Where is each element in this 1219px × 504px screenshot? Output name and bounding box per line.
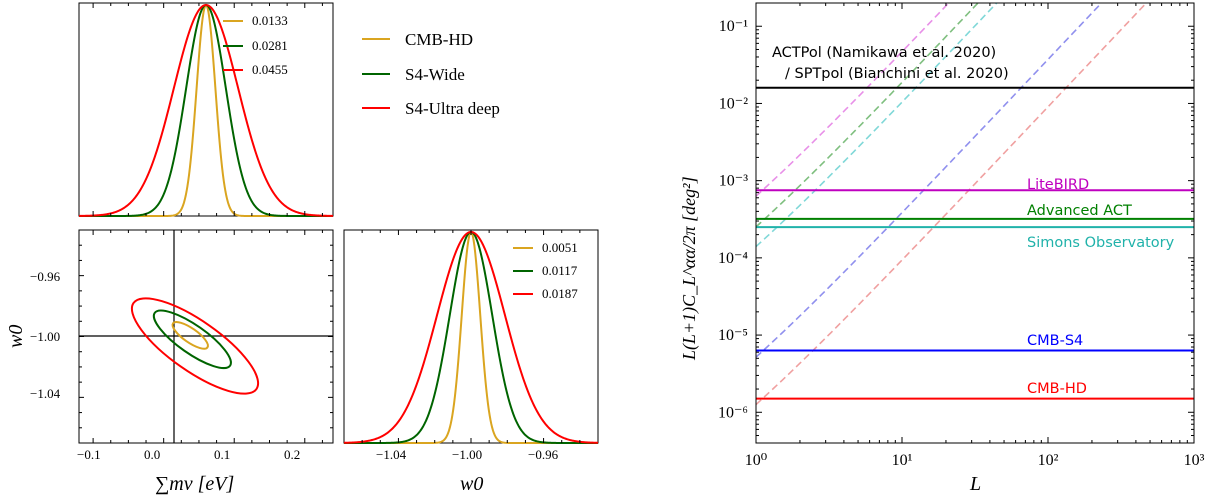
x-tick-label: 0.1 <box>214 447 230 462</box>
panel-frame <box>343 229 599 444</box>
tick-labels: 10⁰ 10¹ 10² 10³ 10⁻⁶ 10⁻⁵ 10⁻⁴ 10⁻³ 10⁻² 10⁻¹ <box>718 18 1205 469</box>
contour-s4-ultra <box>130 297 260 395</box>
panel-w0-1d: 0.0051 0.0117 0.0187 −1.04 −1.00 −0.96 w… <box>343 229 599 495</box>
x-tick-label: −0.1 <box>77 447 101 462</box>
legend-label: 0.0455 <box>252 62 288 77</box>
panel-sum-mnu-1d: 0.0133 0.0281 0.0455 <box>78 2 334 217</box>
tick-marks <box>361 230 581 443</box>
posterior-curve <box>79 3 333 217</box>
y-tick-label: −1.04 <box>30 386 61 401</box>
legend-label: 0.0117 <box>542 263 578 278</box>
legend-label: 0.0187 <box>542 286 578 301</box>
y-axis-label: L(L+1)C_L^αα/2π [deg²] <box>679 176 700 361</box>
y-tick-label: 10⁻¹ <box>719 18 748 35</box>
legend-label: 0.0133 <box>252 13 288 28</box>
x-tick-label: −1.00 <box>452 447 482 462</box>
x-tick-label: 0.2 <box>284 447 300 462</box>
legend-sum-mnu: 0.0133 0.0281 0.0455 <box>223 13 288 77</box>
tick-marks <box>755 2 1195 444</box>
x-tick-label: 10⁰ <box>745 452 767 469</box>
tick-marks <box>79 230 333 443</box>
panel-frame <box>78 2 334 217</box>
line-label-sptpol: / SPTpol (Bianchini et al. 2020) <box>785 66 1009 82</box>
line-label-cmb-s4: CMB-S4 <box>1027 333 1083 349</box>
dashed-curve <box>756 3 1148 406</box>
x-tick-label: 10³ <box>1184 452 1205 469</box>
x-tick-label: 10² <box>1038 452 1059 469</box>
x-tick-label: −0.96 <box>528 447 559 462</box>
x-axis-label: ∑mν [eV] <box>155 473 234 495</box>
legend-label: 0.0281 <box>252 38 288 53</box>
contours <box>130 297 260 395</box>
legend-w0: 0.0051 0.0117 0.0187 <box>513 240 578 301</box>
line-label-advanced-act: Advanced ACT <box>1027 203 1132 219</box>
x-tick-label: −1.04 <box>376 447 407 462</box>
y-tick-label: −0.96 <box>30 269 61 284</box>
y-tick-label: 10⁻⁶ <box>718 404 748 421</box>
y-tick-label: 10⁻⁴ <box>718 250 748 267</box>
x-tick-label: 0.0 <box>144 447 160 462</box>
y-tick-label: −1.00 <box>30 329 60 344</box>
x-axis-label: L <box>969 473 981 495</box>
panel-frame <box>755 2 1195 444</box>
line-label-cmb-hd: CMB-HD <box>1027 381 1087 397</box>
legend-label: 0.0051 <box>542 240 578 255</box>
legend-label-s4-ultra: S4-Ultra deep <box>405 99 500 118</box>
posterior-curve <box>79 3 333 217</box>
legend-label-cmb-hd: CMB-HD <box>405 30 473 49</box>
dashed-curve <box>756 3 980 228</box>
line-label-simons-observatory: Simons Observatory <box>1027 235 1175 251</box>
posterior-curves <box>78 3 334 217</box>
noise-lines <box>756 86 1194 400</box>
y-tick-label: 10⁻² <box>719 95 748 112</box>
posterior-curve <box>78 3 334 217</box>
dashed-curve <box>756 3 998 248</box>
line-label-litebird: LiteBIRD <box>1027 177 1089 193</box>
y-tick-label: 10⁻⁵ <box>718 327 748 344</box>
dashed-curve <box>756 3 950 197</box>
line-label-actpol: ACTPol (Namikawa et al. 2020) <box>772 45 996 61</box>
panel-birefringence: 10⁰ 10¹ 10² 10³ 10⁻⁶ 10⁻⁵ 10⁻⁴ 10⁻³ 10⁻² 10⁻¹ ACT… <box>679 2 1205 495</box>
contour-s4-wide <box>152 309 232 370</box>
dashed-curve <box>756 3 1103 358</box>
y-tick-label: 10⁻³ <box>719 173 748 190</box>
contour-cmb-hd <box>171 321 209 350</box>
panel-2d-contours: −0.1 0.0 0.1 0.2 −0.96 −1.00 −1.04 ∑mν [… <box>5 229 334 495</box>
x-tick-label: 10¹ <box>892 452 913 469</box>
legend-label-s4-wide: S4-Wide <box>405 65 465 84</box>
y-axis-label: w0 <box>5 325 27 348</box>
x-axis-label: w0 <box>460 473 483 495</box>
legend-experiments: CMB-HD S4-Wide S4-Ultra deep <box>362 30 500 118</box>
dashed-curves <box>756 3 1148 406</box>
tick-marks <box>92 3 323 216</box>
